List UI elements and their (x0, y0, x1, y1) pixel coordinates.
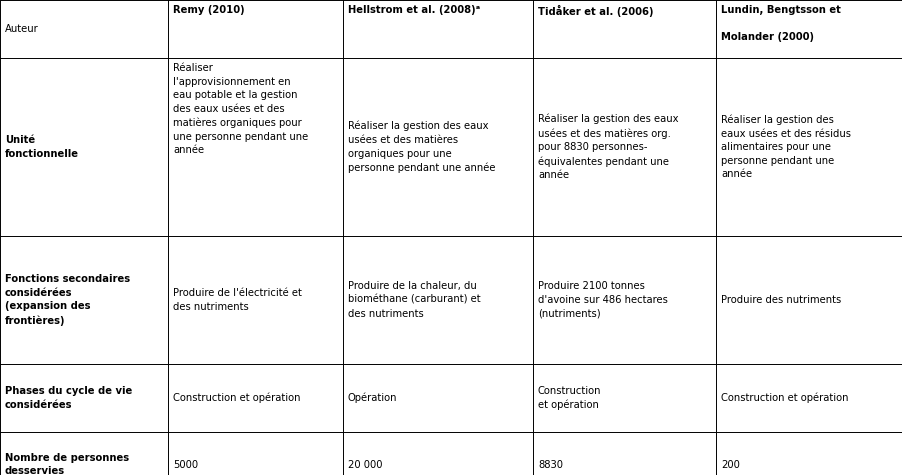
Text: 8830: 8830 (538, 459, 562, 469)
Text: Construction
et opération: Construction et opération (538, 386, 601, 410)
Text: 5000: 5000 (173, 459, 198, 469)
Text: Fonctions secondaires
considérées
(expansion des
frontières): Fonctions secondaires considérées (expan… (5, 274, 130, 326)
Text: Réaliser la gestion des eaux
usées et des matières
organiques pour une
personne : Réaliser la gestion des eaux usées et de… (347, 121, 495, 173)
Text: Hellstrom et al. (2008)ᵃ: Hellstrom et al. (2008)ᵃ (347, 5, 480, 15)
Text: Produire de la chaleur, du
biométhane (carburant) et
des nutriments: Produire de la chaleur, du biométhane (c… (347, 281, 480, 319)
Text: Produire de l'électricité et
des nutriments: Produire de l'électricité et des nutrime… (173, 288, 301, 312)
Text: Produire 2100 tonnes
d'avoine sur 486 hectares
(nutriments): Produire 2100 tonnes d'avoine sur 486 he… (538, 281, 667, 319)
Text: Remy (2010): Remy (2010) (173, 5, 244, 15)
Text: Phases du cycle de vie
considérées: Phases du cycle de vie considérées (5, 386, 132, 410)
Text: Construction et opération: Construction et opération (720, 393, 848, 403)
Text: Nombre de personnes
desservies: Nombre de personnes desservies (5, 453, 129, 475)
Text: Réaliser la gestion des
eaux usées et des résidus
alimentaires pour une
personne: Réaliser la gestion des eaux usées et de… (720, 114, 850, 180)
Text: Construction et opération: Construction et opération (173, 393, 300, 403)
Text: Auteur: Auteur (5, 24, 39, 34)
Text: Lundin, Bengtsson et

Molander (2000): Lundin, Bengtsson et Molander (2000) (720, 5, 840, 42)
Text: 200: 200 (720, 459, 739, 469)
Text: Réaliser la gestion des eaux
usées et des matières org.
pour 8830 personnes-
équ: Réaliser la gestion des eaux usées et de… (538, 114, 677, 180)
Text: Unité
fonctionnelle: Unité fonctionnelle (5, 135, 78, 159)
Text: Réaliser
l'approvisionnement en
eau potable et la gestion
des eaux usées et des
: Réaliser l'approvisionnement en eau pota… (173, 63, 308, 155)
Text: Produire des nutriments: Produire des nutriments (720, 295, 841, 305)
Text: Tidåker et al. (2006): Tidåker et al. (2006) (538, 5, 653, 17)
Text: Opération: Opération (347, 393, 397, 403)
Text: 20 000: 20 000 (347, 459, 382, 469)
